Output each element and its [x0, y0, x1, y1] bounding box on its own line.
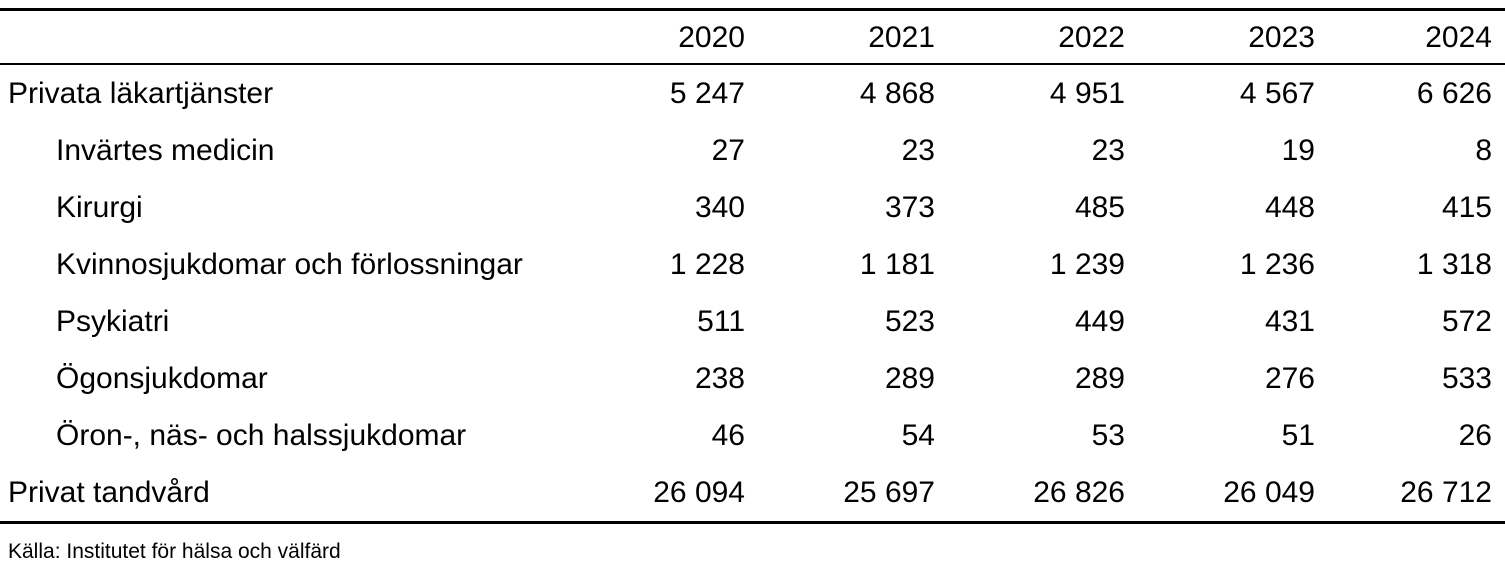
value-cell: 415 — [1441, 191, 1492, 224]
value-cell: 26 049 — [1223, 476, 1315, 509]
value-cell: 1 236 — [1239, 248, 1315, 281]
value-cell: 4 868 — [859, 77, 935, 110]
row-label: Kvinnosjukdomar och förlossningar — [56, 248, 523, 281]
value-cell: 4 951 — [1049, 77, 1125, 110]
year-column-header: 2024 — [1315, 9, 1505, 65]
header-empty-cell — [0, 9, 555, 65]
table-row: Invärtes medicin 27 23 23 19 8 — [0, 122, 1505, 179]
table-row: Privata läkartjänster 5 247 4 868 4 951 4 56… — [0, 64, 1505, 122]
year-column-header: 2020 — [555, 9, 745, 65]
value-cell: 1 228 — [669, 248, 745, 281]
value-cell: 5 247 — [669, 77, 745, 110]
row-label: Privat tandvård — [8, 476, 210, 509]
value-cell: 289 — [884, 362, 935, 395]
value-cell: 485 — [1074, 191, 1125, 224]
value-cell: 27 — [711, 134, 745, 167]
row-label: Invärtes medicin — [56, 134, 275, 167]
value-cell: 1 181 — [859, 248, 935, 281]
value-cell: 23 — [1091, 134, 1125, 167]
value-cell: 431 — [1264, 305, 1315, 338]
value-cell: 289 — [1074, 362, 1125, 395]
value-cell: 19 — [1281, 134, 1315, 167]
row-label: Ögonsjukdomar — [56, 362, 268, 395]
header-row: 2020 2021 2022 2023 2024 — [0, 9, 1505, 65]
value-cell: 26 826 — [1033, 476, 1125, 509]
table-row: Kvinnosjukdomar och förlossningar 1 228 1 … — [0, 236, 1505, 293]
value-cell: 572 — [1441, 305, 1492, 338]
value-cell: 26 094 — [653, 476, 745, 509]
value-cell: 53 — [1091, 419, 1125, 452]
table-body: Privata läkartjänster 5 247 4 868 4 951 4 56… — [0, 64, 1505, 523]
value-cell: 8 — [1475, 134, 1492, 167]
value-cell: 533 — [1441, 362, 1492, 395]
row-label: Psykiatri — [56, 305, 170, 338]
table-row: Psykiatri 511 523 449 431 572 — [0, 293, 1505, 350]
value-cell: 46 — [711, 419, 745, 452]
table-header: 2020 2021 2022 2023 2024 — [0, 9, 1505, 65]
source-note: Källa: Institutet för hälsa och välfärd — [8, 540, 341, 562]
value-cell: 1 318 — [1416, 248, 1492, 281]
value-cell: 449 — [1074, 305, 1125, 338]
value-cell: 51 — [1281, 419, 1315, 452]
row-label: Kirurgi — [56, 191, 143, 224]
value-cell: 238 — [694, 362, 745, 395]
yearly-statistics-table: 2020 2021 2022 2023 2024 Privata läkartjänst… — [0, 8, 1505, 524]
value-cell: 26 712 — [1400, 476, 1492, 509]
value-cell: 511 — [697, 305, 745, 338]
value-cell: 276 — [1264, 362, 1315, 395]
row-label: Privata läkartjänster — [8, 77, 274, 110]
value-cell: 523 — [884, 305, 935, 338]
value-cell: 54 — [901, 419, 935, 452]
value-cell: 25 697 — [843, 476, 935, 509]
value-cell: 6 626 — [1416, 77, 1492, 110]
value-cell: 340 — [694, 191, 745, 224]
row-label: Öron-, näs- och halssjukdomar — [56, 419, 467, 452]
year-column-header: 2023 — [1125, 9, 1315, 65]
table-row: Privat tandvård 26 094 25 697 26 826 26 049 2… — [0, 464, 1505, 523]
value-cell: 1 239 — [1049, 248, 1125, 281]
year-column-header: 2022 — [935, 9, 1125, 65]
value-cell: 373 — [884, 191, 935, 224]
table-row: Kirurgi 340 373 485 448 415 — [0, 179, 1505, 236]
value-cell: 4 567 — [1239, 77, 1315, 110]
value-cell: 23 — [901, 134, 935, 167]
table-row: Öron-, näs- och halssjukdomar 46 54 53 51 26 — [0, 407, 1505, 464]
value-cell: 26 — [1458, 419, 1492, 452]
table-row: Ögonsjukdomar 238 289 289 276 533 — [0, 350, 1505, 407]
value-cell: 448 — [1264, 191, 1315, 224]
year-column-header: 2021 — [745, 9, 935, 65]
